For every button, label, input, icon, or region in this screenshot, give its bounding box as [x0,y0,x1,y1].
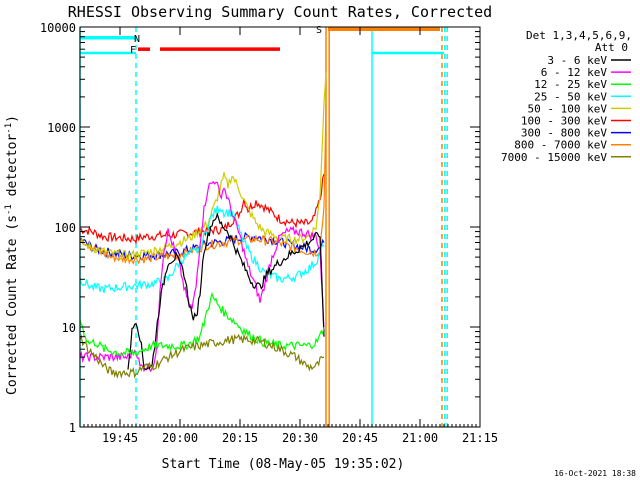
y-axis-label: Corrected Count Rate (s-1 detector-1) [4,115,20,395]
legend-label-1: 6 - 12 keV [541,66,608,79]
y-tick-label-2: 100 [54,221,76,235]
legend-label-3: 25 - 50 keV [534,90,607,103]
series-line-4 [79,205,325,294]
y-tick-label-3: 1000 [47,121,76,135]
legend-label-0: 3 - 6 keV [547,54,607,67]
series-line-7 [79,291,325,358]
x-tick-label-1: 20:00 [162,431,198,445]
x-tick-label-4: 20:45 [342,431,378,445]
series-line-3 [79,72,327,261]
x-tick-label-6: 21:15 [462,431,498,445]
axes: 19:45 20:00 20:15 20:30 20:45 21:00 21:15 1 10 10… [40,21,498,445]
y-tick-label-0: 1 [69,421,76,435]
flag-label-S: S [316,25,322,36]
y-tick-label-4: 10000 [40,21,76,35]
series-line-6 [127,212,325,371]
legend-label-7: 800 - 7000 keV [514,139,607,152]
legend-label-8: 7000 - 15000 keV [501,151,607,164]
legend-label-2: 12 - 25 keV [534,78,607,91]
x-tick-label-2: 20:15 [222,431,258,445]
chart-title: RHESSI Observing Summary Count Rates, Co… [68,3,492,21]
flag-label-N: N [134,34,140,45]
x-tick-label-0: 19:45 [102,431,138,445]
flag-label-F: F [130,45,136,56]
legend-label-6: 300 - 800 keV [521,127,607,140]
legend-label-5: 100 - 300 keV [521,115,607,128]
footer-timestamp: 16-Oct-2021 18:38 [554,469,636,478]
series-line-5 [79,180,325,373]
series-line-8 [79,333,325,380]
legend-label-4: 50 - 100 keV [528,102,608,115]
x-axis-label: Start Time (08-May-05 19:35:02) [162,457,405,472]
y-tick-label-1: 10 [62,321,76,335]
x-tick-label-3: 20:30 [282,431,318,445]
x-tick-label-5: 21:00 [402,431,438,445]
legend-header-line2: Att 0 [595,41,628,54]
legend-header-line1: Det 1,3,4,5,6,9, [526,29,632,42]
series-line-2 [79,103,327,265]
plot-area: FN S [79,25,448,427]
